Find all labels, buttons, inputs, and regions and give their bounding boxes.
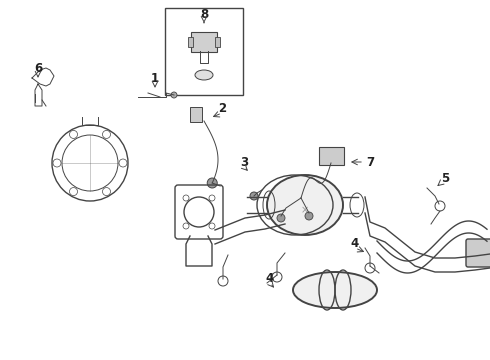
FancyBboxPatch shape	[190, 107, 202, 122]
Circle shape	[102, 188, 111, 195]
Text: 6: 6	[34, 62, 42, 75]
Bar	[215, 37, 220, 47]
Ellipse shape	[293, 272, 377, 308]
Circle shape	[70, 130, 77, 139]
Text: 7: 7	[366, 156, 374, 168]
Circle shape	[119, 159, 127, 167]
Circle shape	[53, 159, 61, 167]
Text: 5: 5	[441, 171, 449, 185]
FancyBboxPatch shape	[466, 239, 490, 267]
Circle shape	[207, 178, 217, 188]
Bar	[188, 37, 193, 47]
Circle shape	[277, 214, 285, 222]
Text: 1: 1	[151, 72, 159, 85]
Ellipse shape	[195, 70, 213, 80]
Circle shape	[209, 195, 215, 201]
Bar	[165, 8, 243, 95]
FancyBboxPatch shape	[191, 32, 217, 52]
Circle shape	[305, 212, 313, 220]
Circle shape	[250, 192, 258, 200]
Text: 8: 8	[200, 8, 208, 21]
Circle shape	[102, 130, 111, 139]
Text: 4: 4	[351, 237, 359, 249]
Circle shape	[70, 188, 77, 195]
Text: 2: 2	[218, 102, 226, 114]
FancyBboxPatch shape	[318, 147, 343, 165]
Text: ×: ×	[301, 205, 309, 215]
Ellipse shape	[267, 175, 343, 235]
Text: 3: 3	[240, 156, 248, 168]
Circle shape	[183, 195, 189, 201]
Circle shape	[183, 223, 189, 229]
Circle shape	[171, 92, 177, 98]
Circle shape	[209, 223, 215, 229]
Text: 4: 4	[266, 271, 274, 284]
